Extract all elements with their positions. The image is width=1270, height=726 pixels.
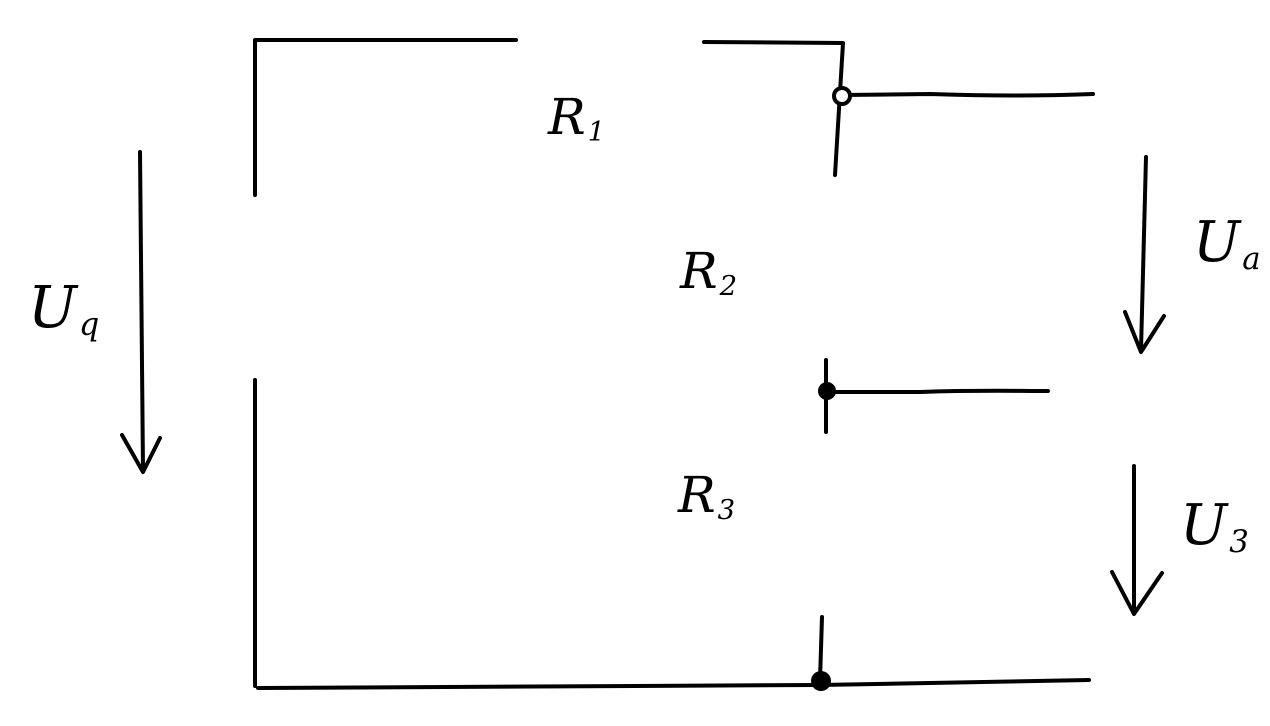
output-voltage-arrow <box>1123 155 1166 354</box>
r1-label: R1 <box>548 88 606 148</box>
bottom-node <box>811 671 831 691</box>
lower-right-wire <box>818 615 824 682</box>
top-right-wire <box>702 40 845 177</box>
source-voltage-arrow <box>120 150 162 474</box>
u3-voltage-label: U3 <box>1180 493 1249 560</box>
r3-label: R3 <box>678 466 736 526</box>
r2-label: R2 <box>680 242 738 302</box>
left-upper-wire <box>253 38 518 197</box>
middle-node <box>818 382 836 400</box>
upper-node <box>832 86 852 106</box>
source-voltage-label: Uq <box>28 273 100 343</box>
bottom-wire <box>256 678 1091 690</box>
output-upper-wire <box>841 92 1095 98</box>
output-voltage-label: Ua <box>1193 210 1261 277</box>
r3-voltage-arrow <box>1110 464 1164 616</box>
output-middle-wire <box>826 388 1050 394</box>
